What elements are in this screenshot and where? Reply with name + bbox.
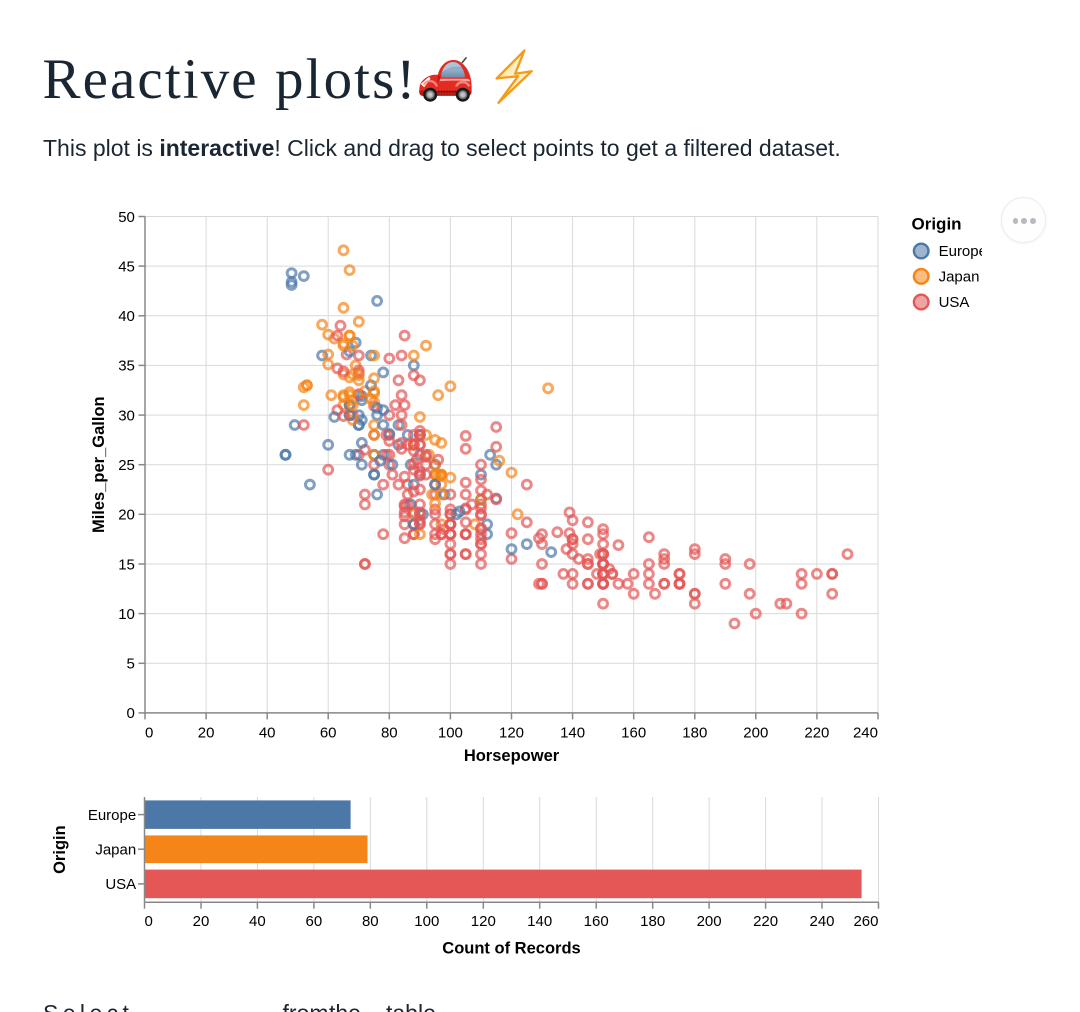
svg-text:40: 40 <box>249 913 266 930</box>
svg-text:120: 120 <box>499 724 524 741</box>
svg-text:0: 0 <box>145 724 153 741</box>
svg-text:45: 45 <box>118 258 135 275</box>
svg-text:20: 20 <box>118 507 135 524</box>
svg-text:240: 240 <box>853 724 878 741</box>
svg-text:0: 0 <box>127 705 135 722</box>
svg-text:200: 200 <box>697 913 722 930</box>
svg-text:Origin: Origin <box>51 825 69 874</box>
svg-text:40: 40 <box>118 308 135 325</box>
svg-text:Count of Records: Count of Records <box>442 940 580 958</box>
svg-text:60: 60 <box>320 724 337 741</box>
svg-text:20: 20 <box>198 724 215 741</box>
svg-text:220: 220 <box>804 724 829 741</box>
svg-text:160: 160 <box>621 724 646 741</box>
svg-text:25: 25 <box>118 457 135 474</box>
svg-text:180: 180 <box>682 724 707 741</box>
svg-text:260: 260 <box>853 913 878 930</box>
svg-text:220: 220 <box>753 913 778 930</box>
svg-text:140: 140 <box>560 724 585 741</box>
svg-text:160: 160 <box>584 913 609 930</box>
svg-text:20: 20 <box>193 913 210 930</box>
svg-text:80: 80 <box>381 724 398 741</box>
svg-text:5: 5 <box>127 656 135 673</box>
svg-text:Miles_per_Gallon: Miles_per_Gallon <box>90 396 108 533</box>
svg-text:200: 200 <box>743 724 768 741</box>
svg-text:80: 80 <box>362 913 379 930</box>
svg-text:Japan: Japan <box>939 268 980 285</box>
svg-text:100: 100 <box>438 724 463 741</box>
svg-text:40: 40 <box>259 724 276 741</box>
svg-text:100: 100 <box>414 913 439 930</box>
svg-text:30: 30 <box>118 407 135 424</box>
svg-text:15: 15 <box>118 556 135 573</box>
svg-text:120: 120 <box>471 913 496 930</box>
svg-text:Europe: Europe <box>939 243 982 260</box>
svg-text:0: 0 <box>145 913 153 930</box>
svg-text:50: 50 <box>118 209 135 226</box>
svg-text:35: 35 <box>118 358 135 375</box>
svg-text:Horsepower: Horsepower <box>464 747 560 765</box>
svg-text:USA: USA <box>939 294 970 311</box>
svg-text:180: 180 <box>640 913 665 930</box>
svg-text:10: 10 <box>118 606 135 623</box>
svg-text:Origin: Origin <box>912 215 962 234</box>
svg-text:60: 60 <box>306 913 323 930</box>
svg-text:Europe: Europe <box>88 807 136 824</box>
svg-text:Japan: Japan <box>95 842 136 859</box>
svg-text:USA: USA <box>105 876 136 893</box>
svg-text:240: 240 <box>809 913 834 930</box>
svg-text:140: 140 <box>527 913 552 930</box>
